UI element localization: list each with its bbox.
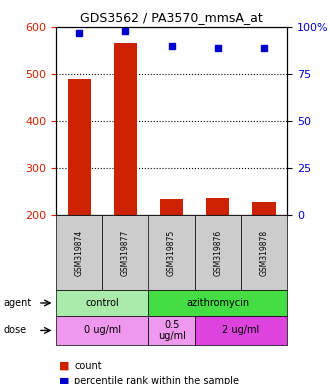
Text: count: count xyxy=(74,361,102,371)
Text: percentile rank within the sample: percentile rank within the sample xyxy=(74,376,239,384)
Text: ■: ■ xyxy=(59,361,70,371)
Text: GSM319875: GSM319875 xyxy=(167,229,176,276)
Title: GDS3562 / PA3570_mmsA_at: GDS3562 / PA3570_mmsA_at xyxy=(80,11,263,24)
Text: agent: agent xyxy=(3,298,32,308)
Text: GSM319874: GSM319874 xyxy=(75,229,84,276)
Bar xyxy=(160,199,183,215)
Text: GSM319878: GSM319878 xyxy=(259,229,269,276)
Text: dose: dose xyxy=(3,325,26,336)
Text: GSM319877: GSM319877 xyxy=(121,229,130,276)
Text: 0 ug/ml: 0 ug/ml xyxy=(84,325,121,336)
Text: 2 ug/ml: 2 ug/ml xyxy=(222,325,259,336)
Bar xyxy=(206,198,229,215)
Bar xyxy=(114,43,137,215)
Bar xyxy=(68,79,91,215)
Text: azithromycin: azithromycin xyxy=(186,298,249,308)
Text: ■: ■ xyxy=(59,376,70,384)
Text: GSM319876: GSM319876 xyxy=(213,229,222,276)
Bar xyxy=(252,202,276,215)
Text: 0.5
ug/ml: 0.5 ug/ml xyxy=(158,319,185,341)
Text: control: control xyxy=(85,298,119,308)
